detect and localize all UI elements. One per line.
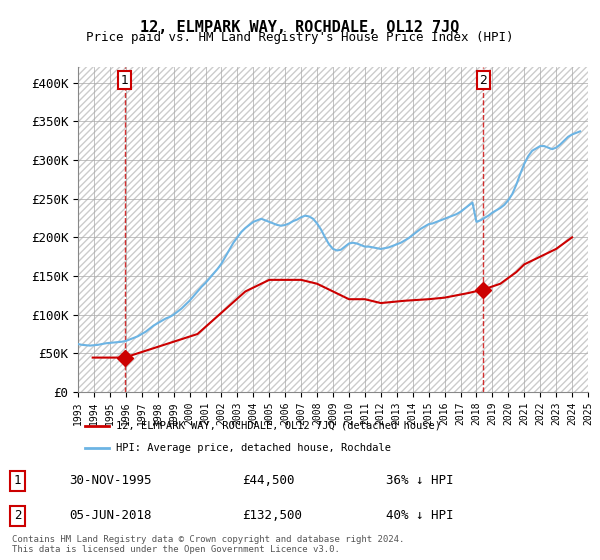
Text: 36% ↓ HPI: 36% ↓ HPI bbox=[386, 474, 454, 487]
Text: 12, ELMPARK WAY, ROCHDALE, OL12 7JQ: 12, ELMPARK WAY, ROCHDALE, OL12 7JQ bbox=[140, 20, 460, 35]
Text: 12, ELMPARK WAY, ROCHDALE, OL12 7JQ (detached house): 12, ELMPARK WAY, ROCHDALE, OL12 7JQ (det… bbox=[116, 421, 440, 431]
Text: 40% ↓ HPI: 40% ↓ HPI bbox=[386, 509, 454, 522]
Text: 2: 2 bbox=[479, 74, 487, 87]
Text: Contains HM Land Registry data © Crown copyright and database right 2024.
This d: Contains HM Land Registry data © Crown c… bbox=[12, 535, 404, 554]
Text: £44,500: £44,500 bbox=[242, 474, 295, 487]
Text: 1: 1 bbox=[121, 74, 128, 87]
Text: £132,500: £132,500 bbox=[242, 509, 302, 522]
Text: 30-NOV-1995: 30-NOV-1995 bbox=[70, 474, 152, 487]
Text: 05-JUN-2018: 05-JUN-2018 bbox=[70, 509, 152, 522]
Text: HPI: Average price, detached house, Rochdale: HPI: Average price, detached house, Roch… bbox=[116, 443, 391, 453]
Text: Price paid vs. HM Land Registry's House Price Index (HPI): Price paid vs. HM Land Registry's House … bbox=[86, 31, 514, 44]
Text: 1: 1 bbox=[14, 474, 22, 487]
Text: 2: 2 bbox=[14, 509, 22, 522]
